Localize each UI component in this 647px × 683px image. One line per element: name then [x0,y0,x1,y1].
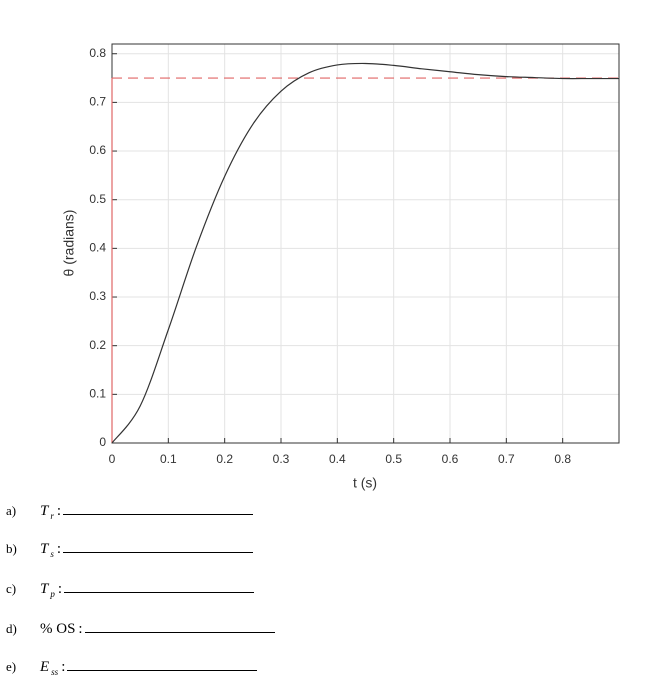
x-tick-label: 0.8 [554,452,571,466]
y-tick-label: 0.5 [89,192,106,206]
y-axis-label: θ (radians) [61,210,77,277]
question-letter: c) [6,581,17,596]
x-tick-label: 0.4 [329,452,346,466]
question-colon: : [61,659,66,675]
y-tick-label: 0.6 [89,143,106,157]
question-colon: : [57,581,63,597]
question-letter: d) [6,621,17,636]
question-label: T [40,581,49,597]
x-tick-label: 0.2 [216,452,233,466]
question-subscript: ss [51,667,59,677]
question-colon: : [78,621,83,637]
y-tick-label: 0.1 [89,387,106,401]
x-tick-label: 0.1 [160,452,177,466]
x-axis-label: t (s) [353,475,377,491]
question-subscript: s [50,549,54,559]
question-subscript: r [50,511,54,521]
question-label: E [40,659,50,675]
chart: t (s) θ (radians) 0 0.1 0.2 0.3 0.4 0.5 0.6 0.7… [61,43,620,491]
question-label: T [40,541,49,557]
question-letter: a) [6,503,17,518]
question-letter: e) [6,659,17,674]
answer-line [63,500,254,515]
question: d) % OS: [6,618,275,638]
answer-line [63,538,254,553]
y-tick-label: 0.2 [89,338,106,352]
plot-area [112,44,619,443]
y-tick-label: 0.8 [89,46,106,60]
y-tick-label: 0.7 [89,95,106,109]
response-line [111,62,619,444]
answer-line [67,656,258,671]
x-tick-label: 0.3 [273,452,290,466]
y-tick-label: 0.4 [89,241,106,255]
question-subscript: p [50,589,55,599]
question-label: T [40,503,49,519]
answer-line [64,578,255,593]
question-letter: b) [6,541,17,556]
x-tick-label: 0.7 [498,452,515,466]
answer-line [84,618,275,633]
x-tick-label: 0 [109,452,116,466]
x-tick-label: 0.5 [385,452,402,466]
y-tick-label: 0.3 [89,289,106,303]
question-colon: : [56,503,62,519]
y-tick-label: 0 [99,435,106,449]
question-colon: : [56,541,62,557]
question-label: % OS [40,621,76,637]
x-tick-label: 0.6 [442,452,459,466]
